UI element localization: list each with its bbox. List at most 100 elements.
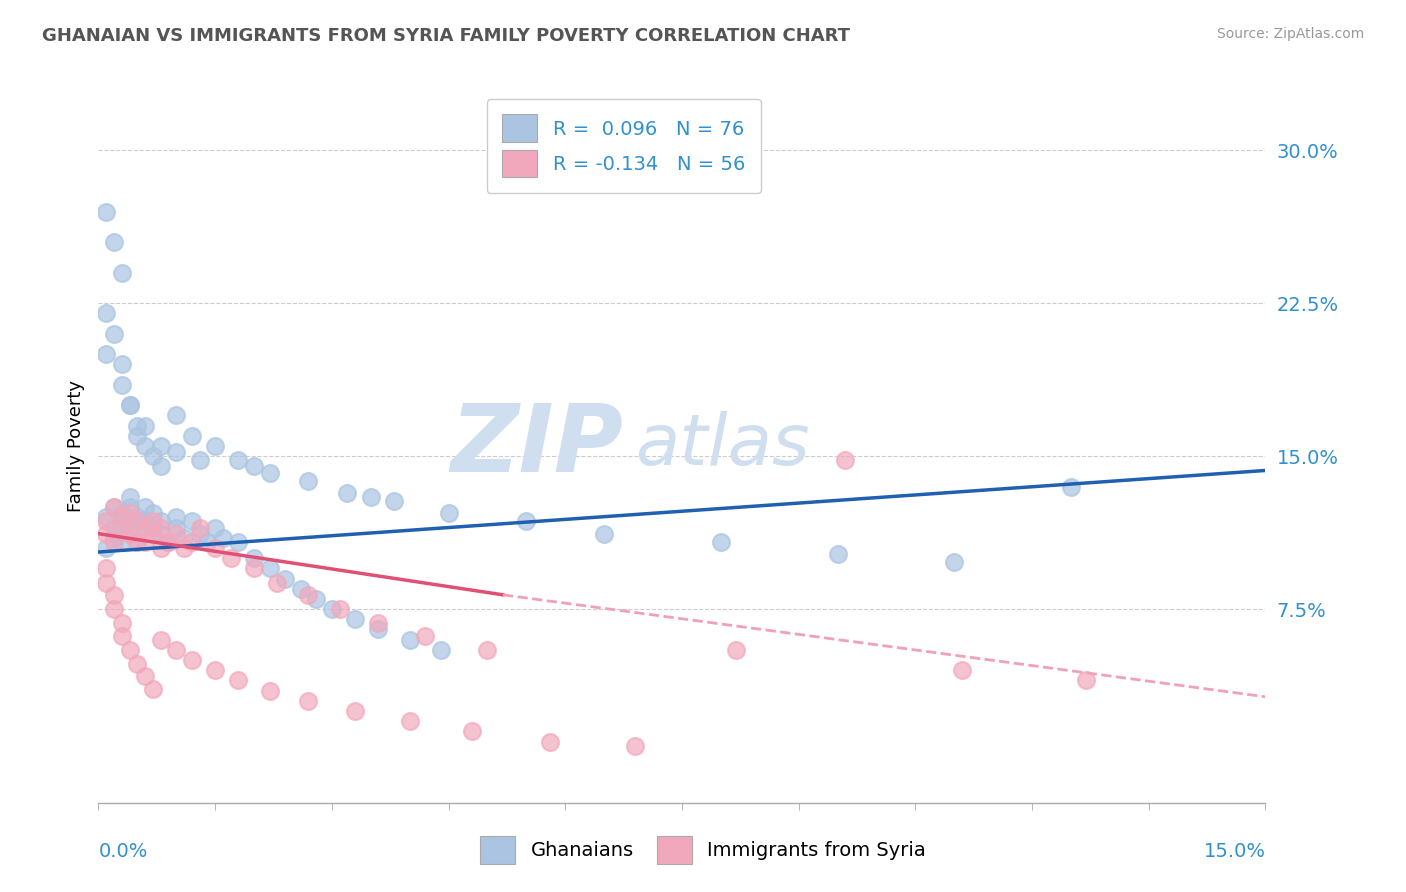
Point [96, 515, 118, 529]
Point [127, 510, 149, 524]
Legend: Ghanaians, Immigrants from Syria: Ghanaians, Immigrants from Syria [470, 826, 936, 873]
Point [149, 459, 172, 474]
Point [437, 506, 460, 520]
Point [180, 653, 202, 667]
Point [329, 602, 352, 616]
Text: 15.0%: 15.0% [1204, 842, 1265, 861]
Point [118, 398, 141, 412]
Text: GHANAIAN VS IMMIGRANTS FROM SYRIA FAMILY POVERTY CORRELATION CHART: GHANAIAN VS IMMIGRANTS FROM SYRIA FAMILY… [42, 27, 851, 45]
Point [111, 358, 134, 372]
Point [165, 526, 187, 541]
Point [228, 534, 250, 549]
Point [1076, 673, 1098, 688]
Point [593, 526, 616, 541]
Point [290, 582, 312, 596]
Point [96, 541, 118, 555]
Point [149, 541, 172, 555]
Point [142, 506, 165, 520]
Point [515, 515, 537, 529]
Point [1060, 480, 1083, 494]
Point [134, 439, 156, 453]
Point [111, 629, 134, 643]
Point [127, 520, 149, 534]
Point [134, 520, 156, 534]
Point [96, 306, 118, 320]
Point [149, 632, 172, 647]
Point [96, 510, 118, 524]
Point [103, 500, 125, 515]
Point [111, 515, 134, 529]
Point [142, 449, 165, 463]
Point [142, 520, 165, 534]
Point [149, 520, 172, 534]
Point [259, 466, 281, 480]
Point [127, 534, 149, 549]
Point [127, 534, 149, 549]
Point [118, 526, 141, 541]
Point [142, 515, 165, 529]
Point [96, 347, 118, 361]
Point [103, 326, 125, 341]
Point [367, 623, 389, 637]
Point [204, 541, 226, 555]
Point [111, 506, 134, 520]
Text: Source: ZipAtlas.com: Source: ZipAtlas.com [1216, 27, 1364, 41]
Point [413, 629, 436, 643]
Text: ZIP: ZIP [451, 400, 624, 492]
Point [127, 429, 149, 443]
Point [336, 486, 359, 500]
Point [180, 515, 202, 529]
Point [243, 551, 266, 566]
Text: 0.0%: 0.0% [98, 842, 148, 861]
Point [188, 526, 211, 541]
Point [204, 439, 226, 453]
Legend: R =  0.096   N = 76, R = -0.134   N = 56: R = 0.096 N = 76, R = -0.134 N = 56 [486, 99, 761, 193]
Point [344, 612, 367, 626]
Point [165, 409, 187, 423]
Point [111, 266, 134, 280]
Point [96, 204, 118, 219]
Point [118, 506, 141, 520]
Point [297, 474, 319, 488]
Point [180, 534, 202, 549]
Point [127, 418, 149, 433]
Point [103, 588, 125, 602]
Point [142, 526, 165, 541]
Point [477, 643, 499, 657]
Point [118, 500, 141, 515]
Point [111, 520, 134, 534]
Point [103, 520, 125, 534]
Point [943, 555, 966, 569]
Point [149, 515, 172, 529]
Point [195, 534, 218, 549]
Point [297, 588, 319, 602]
Point [243, 459, 266, 474]
Point [103, 602, 125, 616]
Point [111, 534, 134, 549]
Point [321, 602, 343, 616]
Point [259, 561, 281, 575]
Point [149, 526, 172, 541]
Point [103, 235, 125, 249]
Point [134, 515, 156, 529]
Point [274, 572, 297, 586]
Point [173, 541, 195, 555]
Point [111, 510, 134, 524]
Point [103, 500, 125, 515]
Point [157, 534, 180, 549]
Point [134, 500, 156, 515]
Point [624, 739, 647, 753]
Point [157, 534, 180, 549]
Point [173, 531, 195, 545]
Text: atlas: atlas [636, 411, 810, 481]
Point [398, 714, 420, 729]
Point [96, 526, 118, 541]
Point [165, 510, 187, 524]
Point [266, 575, 288, 590]
Point [165, 643, 187, 657]
Point [96, 561, 118, 575]
Point [228, 453, 250, 467]
Point [429, 643, 451, 657]
Point [103, 531, 125, 545]
Point [188, 520, 211, 534]
